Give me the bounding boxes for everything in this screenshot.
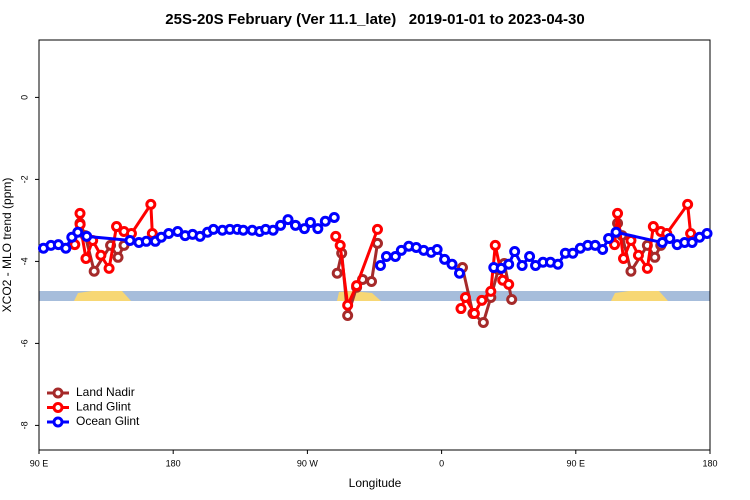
data-point (685, 228, 697, 240)
data-point (439, 253, 451, 265)
data-point (649, 251, 661, 263)
data-point (237, 224, 249, 236)
plot-frame (38, 39, 711, 451)
data-point (603, 232, 615, 244)
map-strip (39, 291, 710, 301)
data-point (328, 212, 340, 224)
legend-marker (52, 387, 64, 399)
y-tick-label: -4 (19, 257, 29, 265)
data-point (567, 247, 579, 259)
x-tick-label: 180 (166, 458, 181, 468)
data-point (72, 226, 84, 238)
legend-item: Land Glint (47, 400, 131, 414)
data-point (476, 294, 488, 306)
data-point (477, 316, 489, 328)
data-point (80, 253, 92, 265)
data-point (304, 216, 316, 228)
legend-label: Ocean Glint (76, 414, 140, 428)
data-point (609, 239, 621, 251)
data-point (330, 230, 342, 242)
data-point (516, 260, 528, 271)
data-point (275, 219, 287, 231)
data-point (641, 262, 653, 274)
data-point (298, 223, 310, 235)
data-point (124, 234, 136, 246)
y-tick-label: -2 (19, 175, 29, 183)
x-tick-label: 0 (439, 458, 444, 468)
data-point (342, 299, 354, 311)
data-point (618, 253, 630, 265)
data-point (455, 303, 467, 315)
legend-label: Land Nadir (76, 385, 135, 399)
data-point (468, 307, 480, 319)
data-point (453, 267, 465, 279)
data-point (95, 249, 107, 261)
data-point (334, 239, 346, 251)
data-point (552, 258, 564, 270)
y-tick-label: 0 (19, 95, 29, 100)
data-point (163, 228, 175, 240)
data-point (282, 214, 294, 226)
data-point (60, 242, 72, 254)
x-axis-label: Longitude (349, 476, 402, 490)
data-point (701, 228, 713, 240)
data-point (647, 221, 659, 233)
data-point (389, 250, 401, 262)
data-point (610, 226, 622, 238)
data-point (103, 262, 115, 274)
legend-marker (52, 402, 64, 413)
y-tick-label: -8 (19, 421, 29, 429)
data-point (111, 221, 123, 233)
legend-item: Ocean Glint (47, 414, 140, 428)
data-point (524, 250, 536, 262)
data-point (506, 294, 518, 306)
data-point (140, 235, 152, 247)
legend-item: Land Nadir (47, 385, 135, 399)
data-point (380, 250, 392, 262)
data-point (207, 223, 219, 235)
data-point (81, 230, 93, 242)
data-point (267, 224, 279, 236)
land-strip (74, 291, 131, 301)
x-tick-label: 180 (702, 458, 717, 468)
data-point (489, 239, 501, 251)
data-point (289, 219, 301, 231)
data-point (682, 198, 694, 210)
data-point (632, 249, 644, 261)
chart-title: 25S-20S February (Ver 11.1_late) 2019-01… (165, 11, 584, 28)
legend-marker (52, 416, 64, 428)
y-tick-label: -6 (19, 339, 29, 347)
data-point (503, 278, 515, 290)
data-point (664, 232, 676, 244)
data-point (312, 223, 324, 235)
y-axis-label: XCO2 - MLO trend (ppm) (0, 178, 14, 313)
x-tick-label: 90 E (30, 458, 49, 468)
data-point (374, 260, 386, 271)
data-point (351, 280, 363, 292)
data-point (145, 198, 157, 210)
x-tick-label: 90 E (567, 458, 586, 468)
data-point (366, 275, 378, 287)
data-point (319, 215, 331, 227)
data-point (612, 207, 624, 219)
data-point (485, 285, 497, 297)
data-point (431, 244, 443, 256)
data-point (74, 207, 86, 219)
data-point (459, 291, 471, 303)
land-strip (611, 291, 668, 301)
data-point (371, 223, 383, 235)
legend-label: Land Glint (76, 400, 131, 414)
data-point (597, 244, 609, 256)
data-point (503, 258, 515, 270)
data-point (342, 310, 354, 322)
data-point (331, 267, 343, 279)
data-point (625, 265, 637, 277)
data-point (112, 251, 124, 263)
data-point (446, 258, 458, 270)
data-point (686, 237, 698, 249)
data-point (88, 265, 100, 277)
data-point (509, 246, 521, 258)
x-tick-label: 90 W (297, 458, 319, 468)
